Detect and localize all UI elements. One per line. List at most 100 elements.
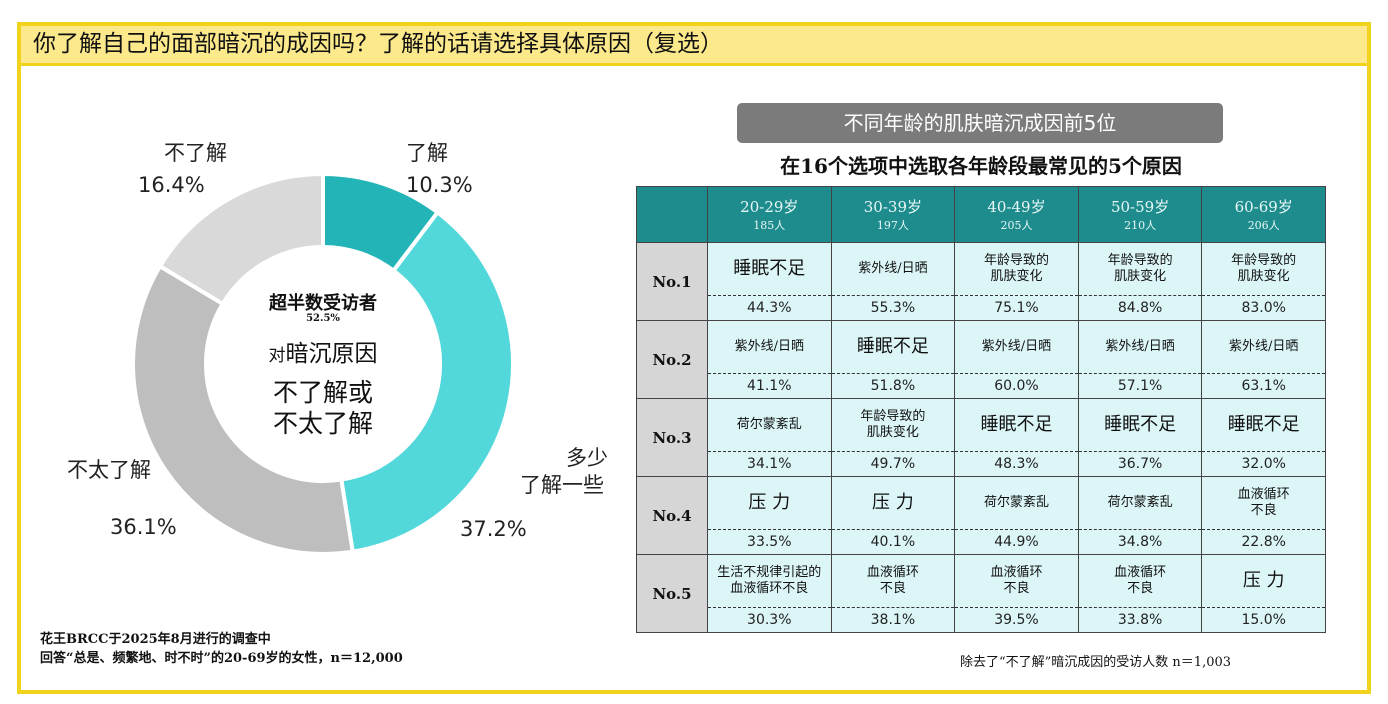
table-row: No.3 荷尔蒙紊乱 34.1% 年龄导致的 肌肤变化 49.7% 睡眠不足 48.3% 睡眠… — [636, 398, 1326, 477]
label-understand-pct: 10.3% — [406, 173, 473, 197]
table-cell: 压 力 33.5% — [707, 476, 832, 555]
reason-pct: 51.8% — [870, 378, 916, 394]
donut-slice-1 — [339, 209, 515, 554]
column-age: 50-59岁 — [1110, 198, 1170, 216]
table-cell: 荷尔蒙紊乱 34.1% — [707, 398, 832, 477]
label-somewhat-a: 多少 — [566, 446, 608, 470]
donut-slice-3 — [157, 171, 325, 307]
reason-text: 生活不规律引起的 血液循环不良 — [708, 555, 831, 608]
reason-text: 睡眠不足 — [831, 321, 955, 374]
reason-pct: 33.8% — [1117, 612, 1163, 628]
donut-slice-2 — [131, 263, 356, 556]
rank-label: No.1 — [636, 242, 708, 321]
header-corner — [636, 186, 708, 243]
table-cell: 生活不规律引起的 血液循环不良 30.3% — [707, 554, 832, 633]
reason-pct: 48.3% — [994, 456, 1039, 472]
table-cell: 荷尔蒙紊乱 34.8% — [1077, 476, 1203, 555]
reason-text: 血液循环 不良 — [831, 555, 955, 608]
label-somewhat-pct: 37.2% — [460, 517, 527, 541]
reason-text: 年龄导致的 肌肤变化 — [1078, 243, 1202, 296]
table-row: No.5 生活不规律引起的 血液循环不良 30.3% 血液循环 不良 38.1% 血液循环… — [636, 554, 1326, 633]
column-age: 40-49岁 — [987, 198, 1046, 216]
reason-text: 压 力 — [831, 477, 955, 530]
table-cell: 睡眠不足 36.7% — [1077, 398, 1203, 477]
column-count: 205人 — [1000, 219, 1033, 232]
reason-text: 压 力 — [708, 477, 831, 530]
column-count: 185人 — [753, 219, 786, 232]
label-not-really-pct: 36.1% — [110, 515, 177, 539]
reason-pct: 41.1% — [747, 378, 792, 394]
center-line1: 超半数受访者 — [269, 293, 377, 314]
center-line2-text: 暗沉原因 — [285, 341, 378, 367]
reason-text: 血液循环 不良 — [1078, 555, 1202, 608]
label-not-understand: 不了解 — [164, 141, 227, 165]
reason-pct: 36.7% — [1117, 456, 1163, 472]
reason-pct: 44.3% — [747, 300, 792, 316]
reason-pct: 49.7% — [870, 456, 916, 472]
column-count: 197人 — [876, 219, 909, 232]
table-cell: 压 力 15.0% — [1201, 554, 1326, 633]
table-row: No.2 紫外线/日晒 41.1% 睡眠不足 51.8% 紫外线/日晒 60.0% 紫外线/日… — [636, 320, 1326, 399]
table-cell: 压 力 40.1% — [830, 476, 956, 555]
rank-label: No.4 — [636, 476, 708, 555]
reason-text: 睡眠不足 — [955, 399, 1078, 452]
column-age: 30-39岁 — [863, 198, 923, 216]
footnote-line2: 回答“总是、频繁地、时不时”的20-69岁的女性，n＝12,000 — [40, 651, 403, 666]
reason-pct: 32.0% — [1241, 456, 1286, 472]
label-understand: 了解 — [406, 141, 448, 165]
table-cell: 血液循环 不良 33.8% — [1077, 554, 1203, 633]
reason-text: 年龄导致的 肌肤变化 — [955, 243, 1078, 296]
table-row: No.1 睡眠不足 44.3% 紫外线/日晒 55.3% 年龄导致的 肌肤变化 75.1% 年… — [636, 242, 1326, 321]
table-row: No.4 压 力 33.5% 压 力 40.1% 荷尔蒙紊乱 44.9% 荷尔蒙紊乱 34.8%… — [636, 476, 1326, 555]
column-count: 206人 — [1247, 219, 1280, 232]
ranking-subtitle: 在16个选项中选取各年龄段最常见的5个原因 — [780, 154, 1182, 178]
column-count: 210人 — [1124, 219, 1157, 232]
column-header: 50-59岁 210人 — [1077, 186, 1203, 243]
reason-pct: 55.3% — [870, 300, 916, 316]
table-cell: 紫外线/日晒 57.1% — [1077, 320, 1203, 399]
donut-chart — [131, 171, 515, 556]
table-cell: 年龄导致的 肌肤变化 75.1% — [954, 242, 1079, 321]
reason-pct: 39.5% — [994, 612, 1039, 628]
table-cell: 睡眠不足 48.3% — [954, 398, 1079, 477]
rank-label: No.5 — [636, 554, 708, 633]
reason-text: 年龄导致的 肌肤变化 — [1202, 243, 1325, 296]
table-cell: 紫外线/日晒 55.3% — [830, 242, 956, 321]
reason-text: 血液循环 不良 — [955, 555, 1078, 608]
center-line4: 不太了解 — [272, 409, 373, 438]
reason-text: 紫外线/日晒 — [708, 321, 831, 374]
label-somewhat-b: 了解一些 — [520, 473, 604, 497]
reason-text: 紫外线/日晒 — [1202, 321, 1325, 374]
reason-text: 压 力 — [1202, 555, 1325, 608]
reason-text: 荷尔蒙紊乱 — [955, 477, 1078, 530]
page-title: 你了解自己的面部暗沉的成因吗？了解的话请选择具体原因（复选） — [17, 22, 1371, 66]
reason-text: 荷尔蒙紊乱 — [1078, 477, 1202, 530]
table-cell: 紫外线/日晒 60.0% — [954, 320, 1079, 399]
label-not-really: 不太了解 — [67, 458, 151, 482]
reason-pct: 44.9% — [994, 534, 1039, 550]
table-cell: 血液循环 不良 38.1% — [830, 554, 956, 633]
table-cell: 血液循环 不良 39.5% — [954, 554, 1079, 633]
center-prefix: 对 — [268, 346, 286, 366]
reason-pct: 22.8% — [1241, 534, 1286, 550]
reason-text: 年龄导致的 肌肤变化 — [831, 399, 955, 452]
table-cell: 睡眠不足 44.3% — [707, 242, 832, 321]
table-cell: 紫外线/日晒 63.1% — [1201, 320, 1326, 399]
reason-pct: 75.1% — [994, 300, 1039, 316]
table-cell: 紫外线/日晒 41.1% — [707, 320, 832, 399]
center-pct: 52.5% — [306, 313, 340, 324]
center-line3: 不了解或 — [272, 378, 373, 407]
reason-pct: 63.1% — [1241, 378, 1286, 394]
label-not-understand-pct: 16.4% — [138, 173, 205, 197]
reason-text: 血液循环 不良 — [1202, 477, 1325, 530]
table-cell: 荷尔蒙紊乱 44.9% — [954, 476, 1079, 555]
reason-text: 紫外线/日晒 — [831, 243, 955, 296]
table-cell: 血液循环 不良 22.8% — [1201, 476, 1326, 555]
ranking-banner: 不同年龄的肌肤暗沉成因前5位 — [737, 103, 1223, 143]
column-header: 60-69岁 206人 — [1201, 186, 1326, 243]
ranking-table: 20-29岁 185人 30-39岁 197人 40-49岁 205人 50-59岁 210人… — [636, 186, 1326, 633]
center-line2: 对暗沉原因 — [223, 334, 423, 368]
reason-pct: 38.1% — [870, 612, 916, 628]
column-header: 40-49岁 205人 — [954, 186, 1079, 243]
reason-text: 紫外线/日晒 — [1078, 321, 1202, 374]
